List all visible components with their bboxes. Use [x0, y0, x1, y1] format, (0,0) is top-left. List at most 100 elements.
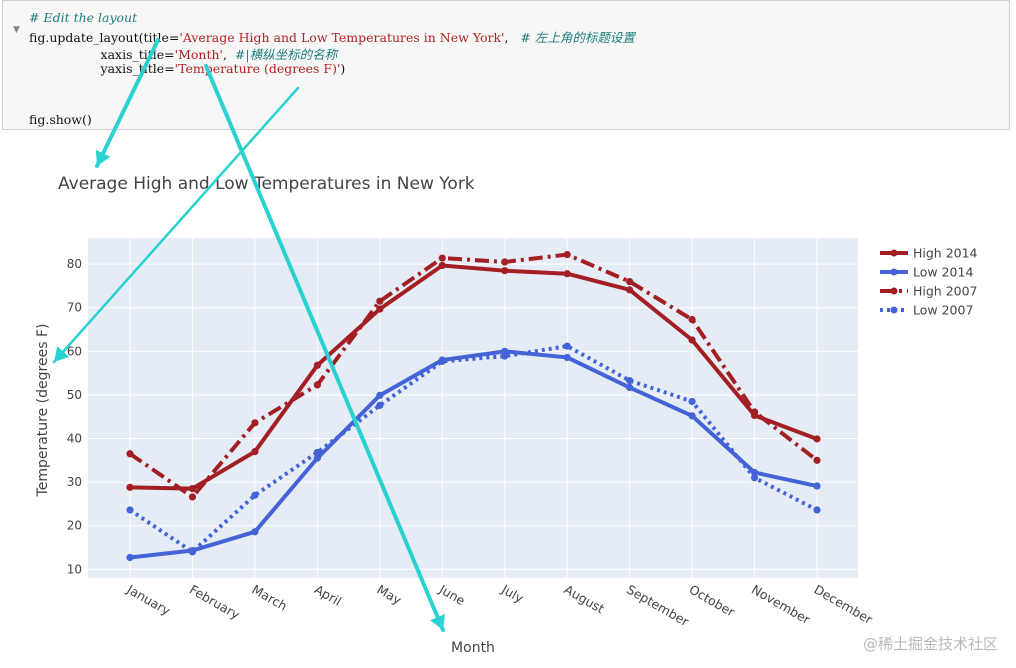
annotation-arrow	[204, 64, 445, 632]
data-point	[688, 336, 696, 344]
code-token: #|横纵坐标的名称	[234, 47, 338, 62]
code-line: xaxis_title='Month', #|横纵坐标的名称	[29, 44, 338, 63]
data-point	[501, 258, 509, 266]
x-tick-label: February	[187, 582, 243, 623]
data-point	[563, 270, 571, 278]
data-point	[251, 528, 259, 536]
code-token: xaxis_title=	[100, 47, 175, 62]
annotation-arrow	[95, 38, 160, 168]
code-token: 'Average High and Low Temperatures in Ne…	[179, 30, 505, 45]
data-point	[313, 448, 321, 457]
y-tick-label: 70	[67, 301, 82, 315]
data-point	[501, 352, 509, 360]
legend-label: Low 2014	[913, 265, 973, 280]
data-point	[563, 250, 571, 259]
code-token: # Edit the layout	[29, 10, 138, 25]
data-point	[126, 450, 134, 458]
code-token: 'Temperature (degrees F)'	[174, 61, 341, 76]
data-point	[750, 468, 759, 477]
data-point	[563, 353, 571, 362]
code-line: # Edit the layout	[29, 10, 137, 25]
legend-marker	[890, 249, 898, 257]
data-point	[813, 435, 821, 443]
data-point	[438, 357, 446, 365]
chart-title: Average High and Low Temperatures in New…	[58, 174, 475, 194]
data-point	[313, 381, 321, 389]
data-point	[688, 412, 696, 420]
data-point	[188, 485, 197, 493]
x-tick-label: September	[624, 582, 692, 630]
code-line: fig.show()	[29, 112, 92, 127]
x-tick-label: January	[124, 581, 174, 618]
code-token: fig.update_layout(title=	[29, 30, 180, 45]
data-point	[626, 383, 634, 392]
data-point	[313, 454, 321, 462]
x-tick-label: August	[562, 582, 607, 617]
code-token: fig.show()	[29, 112, 92, 127]
series-line	[128, 344, 818, 554]
legend-label: Low 2007	[913, 303, 973, 318]
data-point	[313, 361, 321, 369]
code-token: ,	[223, 47, 235, 62]
legend-marker	[890, 306, 898, 314]
x-tick-label: December	[812, 582, 876, 628]
data-point	[188, 548, 197, 556]
annotation-arrowhead	[95, 149, 111, 166]
annotation-arrowhead	[54, 346, 70, 362]
data-point	[126, 553, 134, 562]
data-point	[126, 483, 134, 491]
data-point	[626, 286, 634, 294]
data-point	[688, 315, 696, 324]
data-point	[813, 482, 821, 490]
series-line	[128, 252, 819, 499]
y-tick-label: 20	[67, 519, 82, 533]
legend-label: High 2014	[913, 246, 978, 261]
data-point	[438, 254, 446, 262]
watermark: @稀土掘金技术社区	[862, 635, 998, 653]
code-line: fig.update_layout(title='Average High an…	[29, 27, 635, 46]
data-point	[563, 342, 571, 350]
y-tick-label: 80	[67, 257, 82, 271]
code-token: ,	[504, 30, 521, 45]
y-tick-label: 10	[67, 562, 82, 576]
code-token: )	[340, 61, 346, 76]
annotation-arrow	[52, 86, 300, 364]
data-point	[251, 491, 259, 499]
x-tick-label: March	[249, 582, 290, 614]
data-point	[626, 376, 634, 385]
data-point	[251, 447, 259, 456]
data-point	[813, 506, 821, 514]
annotation-arrowhead	[430, 613, 445, 630]
x-tick-label: July	[498, 581, 526, 606]
data-point	[376, 305, 384, 313]
code-token: # 左上角的标题设置	[520, 30, 635, 45]
data-point	[251, 419, 259, 427]
y-tick-label: 50	[67, 388, 82, 402]
data-point	[376, 401, 384, 409]
data-point	[376, 297, 384, 305]
data-point	[126, 506, 134, 514]
code-cell[interactable]: ▼ # Edit the layout fig.update_layout(tit…	[2, 0, 1010, 130]
y-tick-label: 60	[67, 344, 82, 358]
x-tick-label: April	[312, 582, 344, 609]
collapse-arrow-icon[interactable]: ▼	[13, 25, 20, 35]
data-point	[813, 456, 821, 464]
data-point	[750, 474, 759, 482]
code-token: yaxis_title=	[100, 61, 175, 76]
data-point	[188, 493, 197, 501]
y-tick-label: 40	[67, 432, 82, 446]
x-axis-title: Month	[451, 640, 495, 656]
plot-area	[88, 238, 858, 578]
x-tick-label: October	[687, 582, 739, 620]
x-tick-label: June	[436, 581, 468, 608]
series-line	[129, 263, 818, 491]
legend-label: High 2007	[913, 284, 978, 299]
code-line: yaxis_title='Temperature (degrees F)')	[29, 61, 346, 76]
data-point	[750, 408, 759, 416]
data-point	[626, 277, 634, 286]
legend-marker	[890, 287, 898, 295]
x-tick-label: November	[749, 582, 814, 628]
y-axis-title: Temperature (degrees F)	[35, 324, 51, 498]
data-point	[688, 397, 696, 406]
